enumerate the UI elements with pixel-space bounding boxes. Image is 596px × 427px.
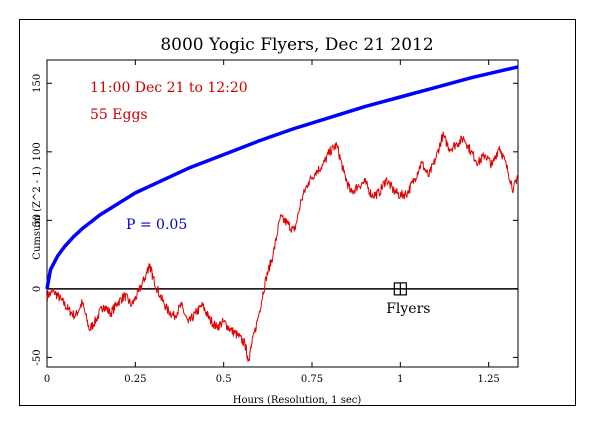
p-envelope-line	[45, 65, 519, 290]
eggs-annotation: 55 Eggs	[90, 107, 148, 123]
y-tick-label: 150	[32, 74, 43, 93]
y-axis-ticks: -50 0 50 100 150	[32, 74, 518, 365]
time-range-annotation: 11:00 Dec 21 to 12:20	[90, 80, 248, 96]
x-axis-label: Hours (Resolution, 1 sec)	[233, 395, 362, 406]
x-tick-label: 0	[44, 374, 50, 385]
x-tick-label: 0.5	[216, 374, 232, 385]
flyers-marker-label: Flyers	[386, 301, 430, 317]
chart-title: 8000 Yogic Flyers, Dec 21 2012	[160, 35, 433, 55]
x-tick-label: 1	[397, 374, 403, 385]
y-tick-label: -50	[32, 349, 43, 365]
x-tick-label: 0.25	[124, 374, 146, 385]
x-tick-label: 1.25	[478, 374, 500, 385]
x-tick-label: 0.75	[301, 374, 323, 385]
y-tick-label: 50	[32, 214, 43, 227]
figure-frame	[19, 19, 576, 406]
x-axis-ticks: 0 0.25 0.5 0.75 1 1.25	[44, 60, 500, 385]
p-envelope-label: P = 0.05	[126, 217, 187, 233]
y-axis-label: Cumsum (Z^2 - 1)	[32, 166, 43, 259]
flyers-marker-icon	[393, 282, 407, 296]
plot-area-border	[46, 59, 519, 368]
y-tick-label: 100	[32, 142, 43, 161]
cumsum-line	[46, 131, 519, 362]
y-tick-label: 0	[32, 286, 43, 292]
